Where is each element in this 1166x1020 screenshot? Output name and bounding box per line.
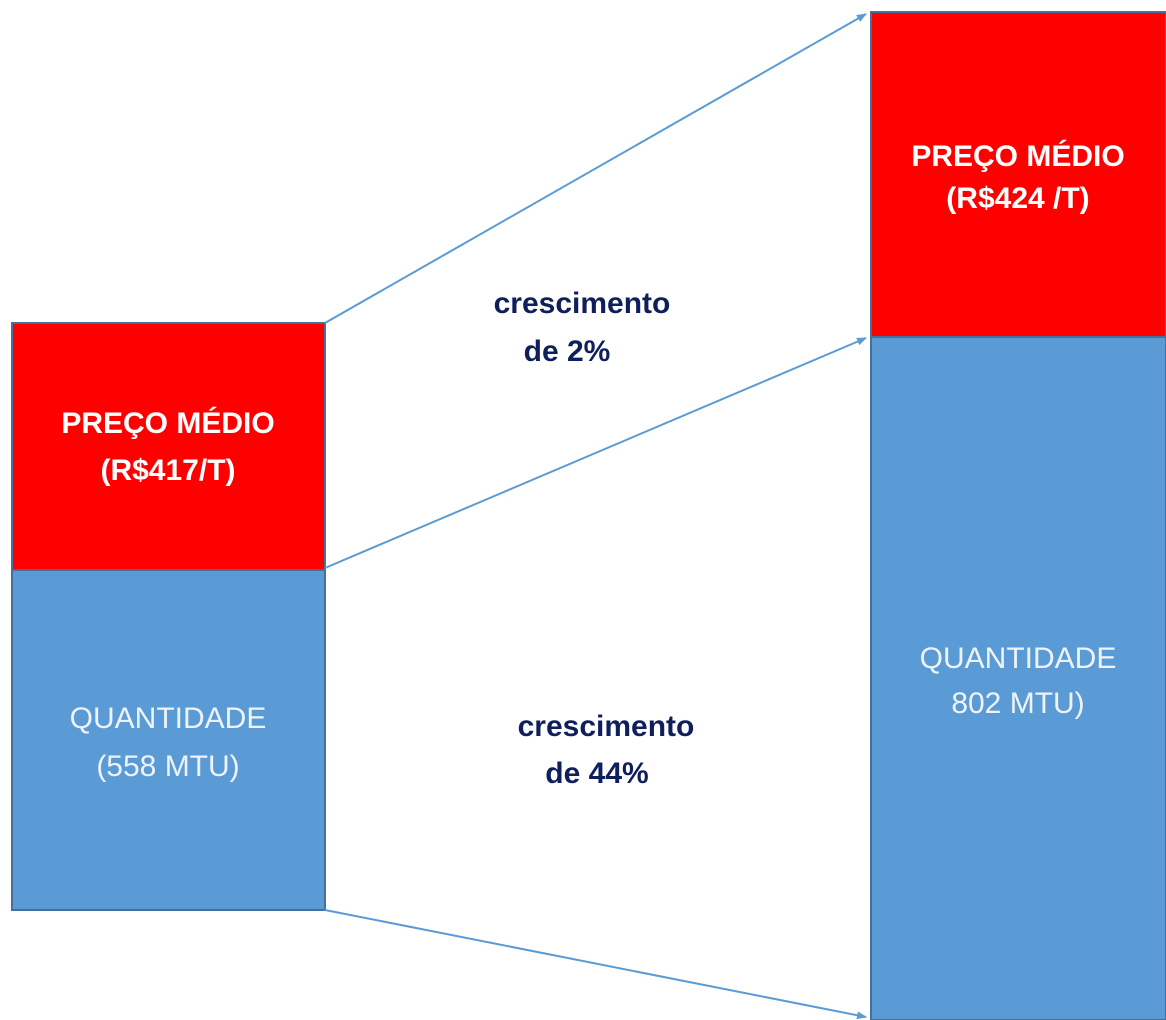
after-quantity-value: 802 MTU) [951, 687, 1084, 720]
price-growth-label: crescimento [494, 287, 671, 320]
before-price-label: PREÇO MÉDIO [61, 406, 274, 440]
before-price-value: (R$417/T) [100, 454, 235, 487]
after-quantity-label: QUANTIDADE [920, 642, 1117, 675]
arrow [324, 13, 867, 324]
quantity-growth-label: crescimento [518, 710, 695, 743]
arrow [324, 909, 867, 1020]
quantity-growth-value: de 44% [545, 757, 648, 790]
after-quantity-box [870, 336, 1166, 1020]
before-price-box [11, 322, 326, 571]
price-growth-value: de 2% [524, 335, 611, 368]
arrow [324, 337, 867, 569]
after-price-value: (R$424 /T) [946, 182, 1089, 215]
before-quantity-value: (558 MTU) [96, 750, 239, 783]
before-quantity-box [11, 569, 326, 911]
before-quantity-label: QUANTIDADE [70, 702, 267, 735]
after-price-box [870, 11, 1166, 338]
after-price-label: PREÇO MÉDIO [911, 139, 1124, 173]
